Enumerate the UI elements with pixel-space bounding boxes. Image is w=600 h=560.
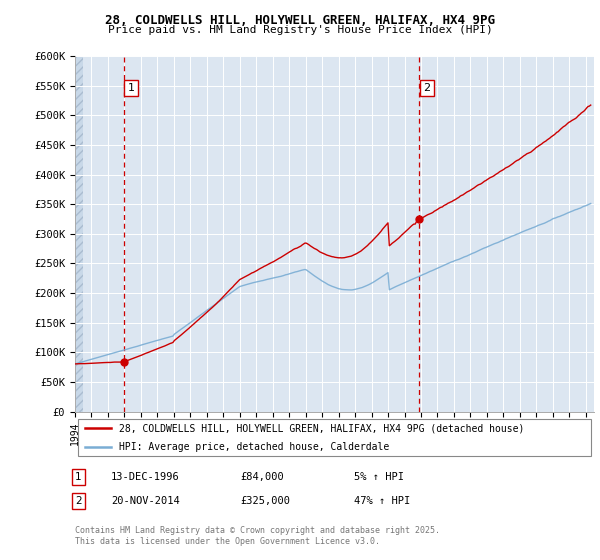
Text: 2: 2: [75, 496, 82, 506]
Text: 5% ↑ HPI: 5% ↑ HPI: [354, 472, 404, 482]
Text: 1: 1: [75, 472, 82, 482]
Text: 28, COLDWELLS HILL, HOLYWELL GREEN, HALIFAX, HX4 9PG: 28, COLDWELLS HILL, HOLYWELL GREEN, HALI…: [105, 14, 495, 27]
Text: £84,000: £84,000: [240, 472, 284, 482]
Text: HPI: Average price, detached house, Calderdale: HPI: Average price, detached house, Cald…: [119, 442, 389, 451]
Text: 1: 1: [128, 83, 135, 93]
FancyBboxPatch shape: [77, 419, 592, 455]
Text: Contains HM Land Registry data © Crown copyright and database right 2025.
This d: Contains HM Land Registry data © Crown c…: [75, 526, 440, 546]
Text: 13-DEC-1996: 13-DEC-1996: [111, 472, 180, 482]
Text: 2: 2: [424, 83, 430, 93]
Text: 47% ↑ HPI: 47% ↑ HPI: [354, 496, 410, 506]
Text: 20-NOV-2014: 20-NOV-2014: [111, 496, 180, 506]
Text: £325,000: £325,000: [240, 496, 290, 506]
Text: Price paid vs. HM Land Registry's House Price Index (HPI): Price paid vs. HM Land Registry's House …: [107, 25, 493, 35]
Text: 28, COLDWELLS HILL, HOLYWELL GREEN, HALIFAX, HX4 9PG (detached house): 28, COLDWELLS HILL, HOLYWELL GREEN, HALI…: [119, 423, 524, 433]
